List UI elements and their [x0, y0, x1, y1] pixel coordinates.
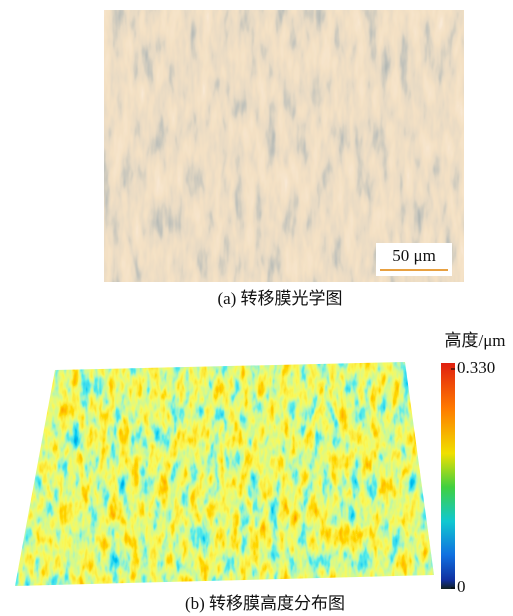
optical-image: [104, 10, 464, 282]
colorbar-title: 高度/μm: [444, 331, 505, 350]
colorbar: [441, 363, 455, 589]
colorbar-tick-label: 0: [457, 577, 466, 596]
scale-bar-label: 50 μm: [392, 246, 436, 265]
caption-a: (a) 转移膜光学图: [217, 289, 342, 308]
colorbar-tick-label: 0.330: [457, 358, 495, 377]
figure: 50 μm (a) 转移膜光学图 高度/μm (b) 转移膜高度分布图 0.33…: [0, 0, 513, 616]
caption-b: (b) 转移膜高度分布图: [185, 594, 345, 613]
height-map: [15, 362, 434, 586]
